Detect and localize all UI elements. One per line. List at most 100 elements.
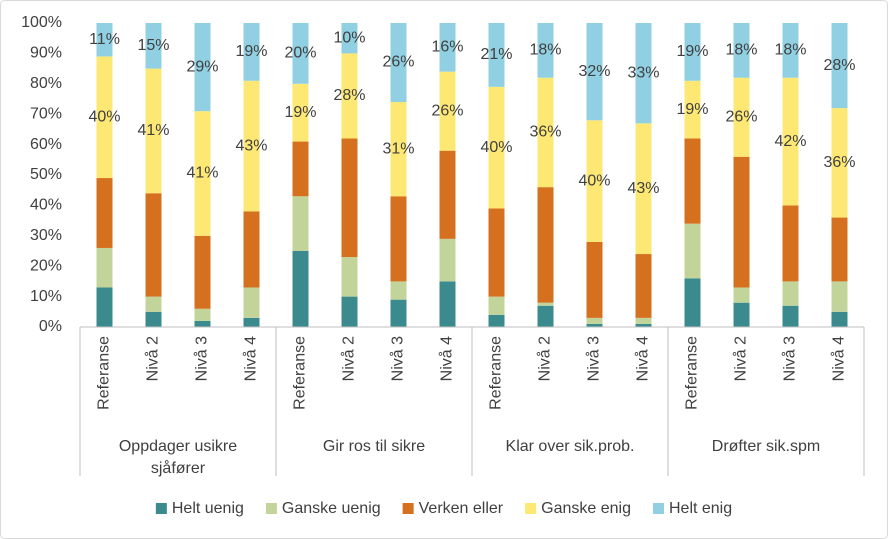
y-tick-label: 60% bbox=[30, 136, 62, 153]
legend-marker bbox=[265, 503, 277, 514]
bar-segment bbox=[782, 77, 799, 206]
legend-marker bbox=[525, 503, 537, 514]
bar-segment bbox=[537, 302, 554, 306]
x-tick-label: Nivå 3 bbox=[193, 336, 211, 381]
y-tick-label: 90% bbox=[30, 45, 62, 62]
bar-segment bbox=[831, 217, 848, 282]
bar-segment bbox=[145, 296, 162, 312]
bar-segment bbox=[341, 257, 358, 297]
bar-segment bbox=[390, 281, 407, 300]
x-tick-label: Nivå 4 bbox=[830, 336, 848, 381]
bar-segment bbox=[488, 208, 505, 297]
bar-segment bbox=[537, 77, 554, 188]
bar-segment bbox=[145, 23, 162, 69]
bar-segment bbox=[292, 251, 309, 327]
legend-marker bbox=[402, 503, 414, 514]
bar-segment bbox=[537, 305, 554, 327]
bar-segment bbox=[586, 120, 603, 242]
y-tick-label: 100% bbox=[21, 14, 62, 31]
bar-segment bbox=[684, 80, 701, 139]
bar-segment bbox=[831, 311, 848, 327]
bar-segment bbox=[194, 320, 211, 327]
bar-segment bbox=[488, 86, 505, 209]
data-label: 43% bbox=[627, 180, 659, 197]
data-label: 21% bbox=[480, 46, 512, 63]
x-tick-label: Referanse bbox=[292, 336, 309, 410]
data-label: 18% bbox=[774, 42, 806, 59]
bar-segment bbox=[341, 53, 358, 139]
bar-segment bbox=[831, 281, 848, 312]
bar-segment bbox=[390, 299, 407, 327]
group-label: Klar over sik.prob. bbox=[505, 438, 635, 455]
bar-segment bbox=[733, 287, 750, 303]
bar-segment bbox=[390, 196, 407, 282]
bar-segment bbox=[684, 223, 701, 279]
legend-marker bbox=[155, 503, 167, 514]
y-tick-label: 40% bbox=[30, 197, 62, 214]
data-label: 43% bbox=[235, 137, 267, 154]
bar-segment bbox=[292, 83, 309, 142]
bar-segment bbox=[488, 23, 505, 87]
bar-segment bbox=[145, 311, 162, 327]
x-tick-label: Referanse bbox=[488, 336, 505, 410]
bar-segment bbox=[292, 141, 309, 197]
bar-segment bbox=[586, 241, 603, 318]
data-label: 19% bbox=[235, 43, 267, 60]
bar-segment bbox=[733, 77, 750, 157]
data-label: 36% bbox=[529, 124, 561, 141]
x-tick-label: Nivå 4 bbox=[634, 336, 652, 381]
bar-segment bbox=[390, 23, 407, 103]
bar-segment bbox=[782, 23, 799, 78]
bar-segment bbox=[733, 156, 750, 288]
y-tick-label: 70% bbox=[30, 105, 62, 122]
data-label: 26% bbox=[431, 102, 463, 119]
bar-segment bbox=[782, 281, 799, 306]
bar-segment bbox=[194, 111, 211, 236]
y-tick-label: 20% bbox=[30, 257, 62, 274]
data-label: 18% bbox=[725, 42, 757, 59]
bar-segment bbox=[586, 317, 603, 324]
data-label: 11% bbox=[89, 31, 120, 48]
bar-segment bbox=[488, 296, 505, 315]
bar-segment bbox=[439, 281, 456, 327]
bar-segment bbox=[194, 308, 211, 321]
data-label: 29% bbox=[186, 58, 218, 75]
bar-segment bbox=[292, 23, 309, 84]
legend-label: Ganske enig bbox=[541, 500, 631, 517]
bar-segment bbox=[635, 254, 652, 318]
bar-segment bbox=[243, 80, 260, 212]
x-tick-label: Nivå 4 bbox=[438, 336, 456, 381]
bar-segment bbox=[96, 56, 113, 179]
data-label: 41% bbox=[137, 122, 169, 139]
data-label: 28% bbox=[823, 57, 855, 74]
bar-segment bbox=[243, 211, 260, 288]
bar-segment bbox=[341, 138, 358, 258]
bar-segment bbox=[488, 314, 505, 327]
bar-segment bbox=[341, 23, 358, 54]
y-tick-label: 80% bbox=[30, 75, 62, 92]
group-label: Drøfter sik.spm bbox=[711, 438, 821, 455]
x-tick-label: Nivå 2 bbox=[340, 336, 358, 381]
bar-segment bbox=[782, 305, 799, 327]
data-label: 40% bbox=[88, 108, 120, 125]
y-tick-label: 50% bbox=[30, 166, 62, 183]
data-label: 15% bbox=[137, 37, 169, 54]
x-tick-label: Nivå 2 bbox=[732, 336, 750, 381]
legend-marker bbox=[652, 503, 664, 514]
bar-segment bbox=[684, 138, 701, 224]
bar-segment bbox=[243, 287, 260, 318]
bar-segment bbox=[537, 23, 554, 78]
bar-segment bbox=[635, 23, 652, 124]
data-label: 16% bbox=[431, 39, 463, 56]
data-label: 31% bbox=[382, 140, 414, 157]
bar-segment bbox=[145, 193, 162, 297]
data-label: 10% bbox=[333, 29, 365, 46]
bar-segment bbox=[96, 178, 113, 248]
data-label: 20% bbox=[284, 45, 316, 62]
x-tick-label: Nivå 2 bbox=[536, 336, 554, 381]
bar-segment bbox=[635, 123, 652, 255]
group-label: Oppdager usikre sjåfører bbox=[118, 438, 238, 477]
data-label: 36% bbox=[823, 154, 855, 171]
data-label: 40% bbox=[480, 139, 512, 156]
bar-segment bbox=[194, 235, 211, 309]
